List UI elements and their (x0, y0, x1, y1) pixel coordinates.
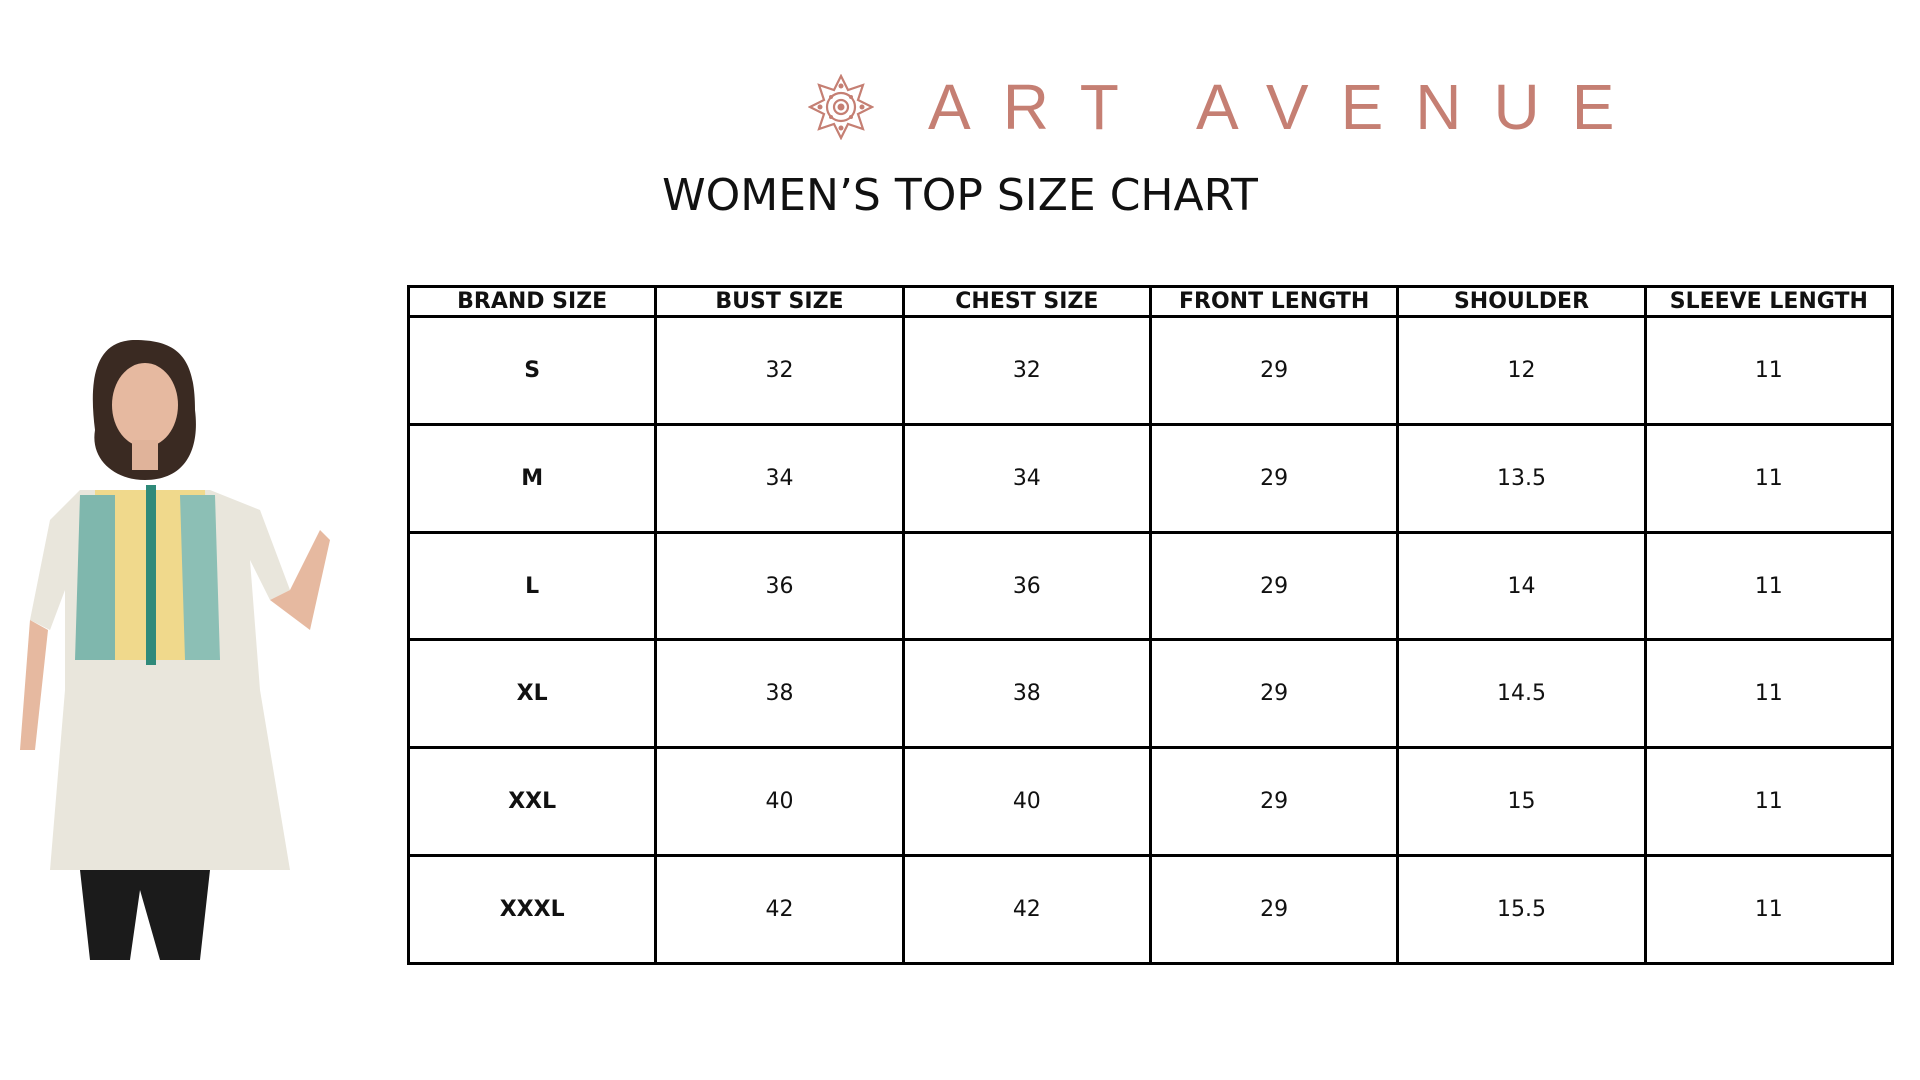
model-photo (20, 340, 330, 960)
table-row: XXL 40 40 29 15 11 (406, 746, 1895, 858)
measurement-cell: 11 (1643, 530, 1895, 642)
measurement-cell: 11 (1643, 746, 1895, 858)
measurement-cell: 11 (1643, 854, 1895, 965)
table-row: S 32 32 29 12 11 (406, 315, 1895, 426)
table-row: XL 38 38 29 14.5 11 (406, 638, 1895, 750)
measurement-cell: 42 (901, 854, 1152, 965)
measurement-cell: 38 (901, 638, 1152, 750)
size-cell: S (406, 315, 658, 426)
table-row: XXXL 42 42 29 15.5 11 (406, 854, 1895, 965)
measurement-cell: 36 (901, 530, 1152, 642)
size-chart-table: BRAND SIZE BUST SIZE CHEST SIZE FRONT LE… (406, 285, 1895, 965)
measurement-cell: 15.5 (1396, 854, 1647, 965)
brand-name: ART AVENUE (928, 71, 1647, 143)
measurement-cell: 11 (1643, 638, 1895, 750)
header-sleeve-length: SLEEVE LENGTH (1643, 285, 1895, 318)
header-shoulder: SHOULDER (1396, 285, 1647, 318)
size-cell: XXL (406, 746, 658, 858)
measurement-cell: 12 (1396, 315, 1647, 426)
measurement-cell: 29 (1148, 530, 1400, 642)
size-cell: XXXL (406, 854, 658, 965)
size-cell: XL (406, 638, 658, 750)
measurement-cell: 14 (1396, 530, 1647, 642)
mandala-logo-icon (808, 74, 874, 140)
measurement-cell: 34 (901, 422, 1152, 534)
measurement-cell: 15 (1396, 746, 1647, 858)
measurement-cell: 13.5 (1396, 422, 1647, 534)
page-title: WOMEN’S TOP SIZE CHART (662, 170, 1258, 221)
measurement-cell: 14.5 (1396, 638, 1647, 750)
table-row: M 34 34 29 13.5 11 (406, 422, 1895, 534)
header-front-length: FRONT LENGTH (1148, 285, 1400, 318)
table-row: L 36 36 29 14 11 (406, 530, 1895, 642)
measurement-cell: 11 (1643, 422, 1895, 534)
measurement-cell: 40 (901, 746, 1152, 858)
measurement-cell: 38 (654, 638, 905, 750)
measurement-cell: 29 (1148, 854, 1400, 965)
measurement-cell: 36 (654, 530, 905, 642)
header-bust-size: BUST SIZE (654, 285, 905, 318)
measurement-cell: 32 (654, 315, 905, 426)
size-cell: L (406, 530, 658, 642)
measurement-cell: 29 (1148, 422, 1400, 534)
measurement-cell: 29 (1148, 746, 1400, 858)
measurement-cell: 29 (1148, 638, 1400, 750)
measurement-cell: 11 (1643, 315, 1895, 426)
header-brand-size: BRAND SIZE (406, 285, 658, 318)
measurement-cell: 32 (901, 315, 1152, 426)
measurement-cell: 40 (654, 746, 905, 858)
measurement-cell: 42 (654, 854, 905, 965)
table-header-row: BRAND SIZE BUST SIZE CHEST SIZE FRONT LE… (406, 285, 1895, 318)
size-cell: M (406, 422, 658, 534)
header-chest-size: CHEST SIZE (901, 285, 1152, 318)
measurement-cell: 34 (654, 422, 905, 534)
measurement-cell: 29 (1148, 315, 1400, 426)
